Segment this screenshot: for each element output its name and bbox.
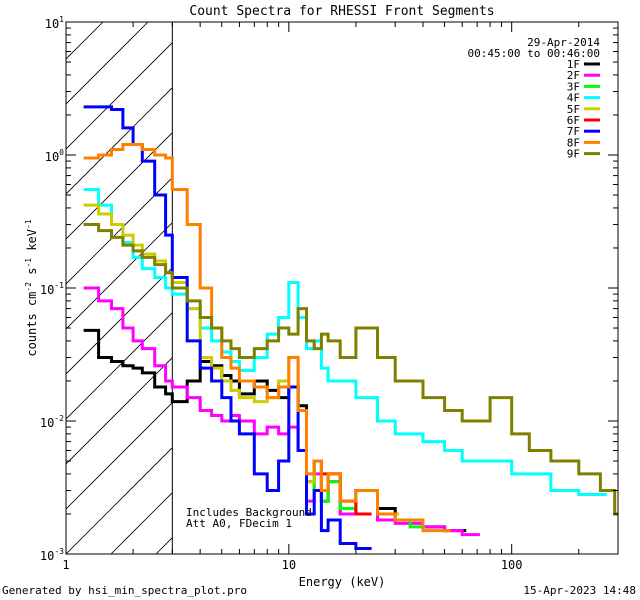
axis-ticks xyxy=(65,21,619,555)
hatch-line xyxy=(66,267,173,375)
legend-label-8F: 8F xyxy=(567,136,580,149)
legend-label-9F: 9F xyxy=(567,148,580,161)
legend-label-7F: 7F xyxy=(567,125,580,138)
chart-title: Count Spectra for RHESSI Front Segments xyxy=(189,4,494,19)
time-range-annotation: 00:45:00 to 00:46:00 xyxy=(468,47,600,60)
series-layer xyxy=(83,105,618,550)
attenuated-region-hatch xyxy=(66,22,173,554)
series-line-8F xyxy=(83,143,451,533)
y-tick-label-1e1: 101 xyxy=(45,15,64,31)
legend-label-2F: 2F xyxy=(567,69,580,82)
legend-label-3F: 3F xyxy=(567,80,580,93)
hatch-line xyxy=(66,222,173,330)
background-note: Includes Background xyxy=(186,506,312,519)
series-line-4F xyxy=(83,188,607,496)
series-line-5F xyxy=(83,203,400,516)
y-tick-label-1e-2: 10-2 xyxy=(40,414,64,430)
legend-label-1F: 1F xyxy=(567,58,580,71)
x-tick-label-10: 10 xyxy=(282,558,296,572)
hatch-line xyxy=(66,447,173,554)
legend-label-5F: 5F xyxy=(567,103,580,116)
y-axis-label: counts cm-2 s-1 keV-1 xyxy=(24,219,39,356)
hatch-line xyxy=(66,402,173,510)
y-tick-label-1e0: 100 xyxy=(45,148,64,164)
generated-by-footer: Generated by hsi_min_spectra_plot.pro xyxy=(2,584,247,597)
series-line-9F xyxy=(83,223,618,516)
hatch-line xyxy=(110,492,173,554)
series-line-1F xyxy=(83,328,467,533)
legend-label-4F: 4F xyxy=(567,92,580,105)
timestamp-footer: 15-Apr-2023 14:48 xyxy=(523,584,636,597)
x-tick-label-1: 1 xyxy=(62,558,69,572)
x-axis-label: Energy (keV) xyxy=(299,575,386,589)
y-tick-label-1e-3: 10-3 xyxy=(40,547,64,563)
attenuator-note: Att A0, FDecim 1 xyxy=(186,517,292,530)
hatch-line xyxy=(66,87,173,195)
series-line-2F xyxy=(83,286,480,537)
hatch-line xyxy=(66,42,173,150)
y-tick-label-1e-1: 10-1 xyxy=(40,281,64,297)
date-annotation: 29-Apr-2014 xyxy=(527,36,600,49)
legend-label-6F: 6F xyxy=(567,114,580,127)
x-tick-label-100: 100 xyxy=(501,558,523,572)
